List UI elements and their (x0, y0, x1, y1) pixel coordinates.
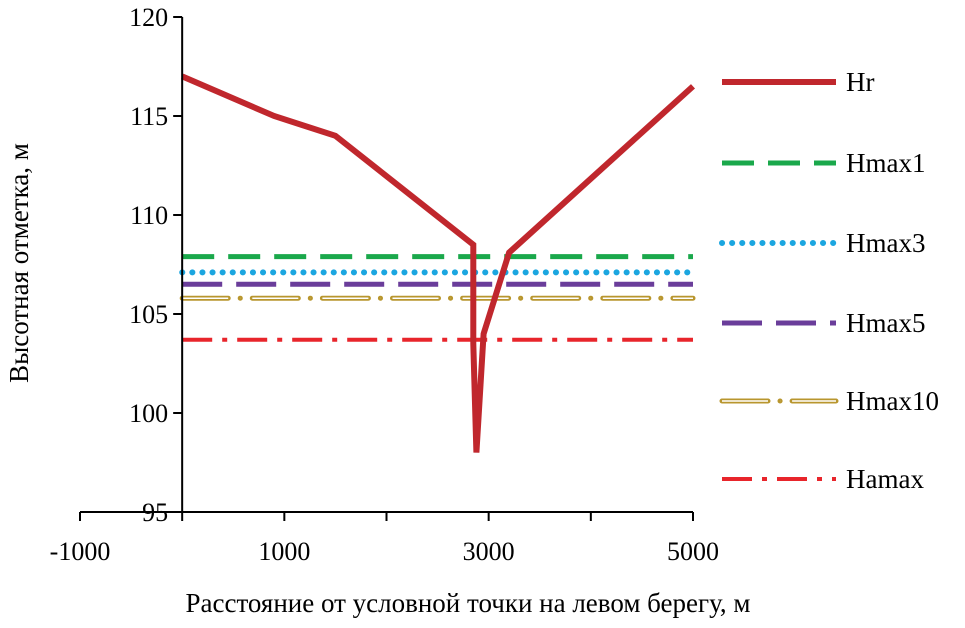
x-axis-title: Расстояние от условной точки на левом бе… (186, 588, 751, 618)
y-tick-label: 95 (142, 498, 168, 527)
legend-item-hr: Hr (722, 67, 875, 97)
series-layer (179, 73, 696, 453)
x-tick-label: -1000 (50, 537, 111, 566)
legend-item-hmax3: Hmax3 (719, 228, 925, 258)
legend-label: Hmax1 (846, 148, 925, 178)
legend: Hr Hmax1 Hmax3 Hmax5 Hmax10 Hamax (719, 67, 939, 494)
legend-item-hmax5: Hmax5 (722, 308, 925, 338)
series-line-hr (181, 73, 696, 453)
x-tick-label: 3000 (463, 537, 515, 566)
ticks-layer: 95 100 105 110 115 120 -1000 1000 3000 5000 (50, 3, 719, 566)
legend-label: Hr (846, 67, 875, 97)
y-tick-label: 100 (129, 399, 168, 428)
x-tick-label: 5000 (667, 537, 719, 566)
legend-label: Hmax5 (846, 308, 925, 338)
legend-item-hamax: Hamax (722, 464, 924, 494)
x-tick-label: 1000 (258, 537, 310, 566)
y-tick-label: 115 (130, 102, 168, 131)
y-tick-label: 110 (130, 201, 168, 230)
legend-label: Hamax (846, 464, 924, 494)
axes-layer (80, 17, 693, 513)
legend-label: Hmax10 (846, 386, 939, 416)
legend-item-hmax10: Hmax10 (719, 386, 939, 416)
y-tick-label: 105 (129, 300, 168, 329)
legend-item-hmax1: Hmax1 (722, 148, 925, 178)
y-tick-label: 120 (129, 3, 168, 32)
legend-label: Hmax3 (846, 228, 925, 258)
y-axis-title: Высотная отметка, м (4, 143, 34, 383)
